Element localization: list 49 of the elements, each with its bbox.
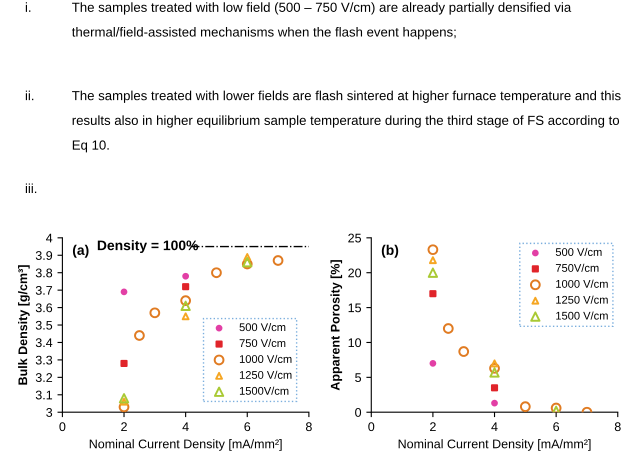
y-tick-label: 3.7 bbox=[36, 286, 52, 295]
legend-label: 500 V/cm bbox=[556, 248, 602, 256]
x-tick-label: 2 bbox=[430, 422, 436, 432]
text: The samples treated with low field (500 – 750 V/cm) are already partially densified via thermal/field-assisted mechanisms when the flash event happens; bbox=[72, 2, 572, 40]
x-tick-label: 8 bbox=[306, 422, 312, 432]
text: i. bbox=[26, 2, 30, 12]
legend-label: 1250 V/cm bbox=[556, 296, 608, 304]
y-axis-title: Apparent Porosity [%] bbox=[330, 260, 342, 390]
x-tick-label: 2 bbox=[121, 422, 127, 432]
y-tick-label: 5 bbox=[355, 373, 362, 382]
x-axis-title: Nominal Current Density [mA/mm²] bbox=[398, 439, 591, 451]
legend-label: 1250 V/cm bbox=[240, 370, 292, 379]
y-tick-label: 10 bbox=[348, 338, 362, 348]
y-tick-label: 15 bbox=[348, 304, 362, 312]
x-tick-label: 0 bbox=[368, 422, 374, 432]
y-tick-label: 3.8 bbox=[36, 268, 52, 278]
y-tick-label: 3.3 bbox=[36, 356, 52, 365]
y-tick-label: 4 bbox=[46, 234, 52, 242]
y-axis-title: Bulk Density [g/cm³] bbox=[18, 265, 30, 385]
legend-label: 750V/cm bbox=[556, 264, 598, 272]
legend-label: 750 V/cm bbox=[240, 338, 286, 348]
x-tick-label: 4 bbox=[182, 422, 189, 432]
text: The samples treated with lower fields are flash sintered at higher furnace temperature and this results also in higher equilibrium sample temperature during the third stage of FS according to Eq 10. bbox=[72, 90, 621, 152]
legend-label: 1000 V/cm bbox=[556, 280, 608, 288]
x-tick-label: 6 bbox=[553, 422, 560, 432]
legend-label: 1500V/cm bbox=[240, 386, 288, 395]
y-tick-label: 25 bbox=[348, 234, 362, 242]
y-tick-label: 3 bbox=[46, 408, 52, 417]
x-tick-label: 4 bbox=[491, 422, 498, 432]
y-tick-label: 20 bbox=[348, 268, 362, 278]
legend-label: 1000 V/cm bbox=[240, 354, 292, 363]
y-tick-label: 3.6 bbox=[36, 303, 52, 312]
y-tick-label: 3.1 bbox=[36, 390, 52, 400]
x-tick-label: 6 bbox=[244, 422, 250, 432]
text: ii. bbox=[26, 90, 34, 100]
legend-label: 1500 V/cm bbox=[556, 311, 608, 320]
y-tick-label: 3.5 bbox=[36, 320, 52, 330]
y-tick-label: 3.9 bbox=[36, 251, 52, 260]
y-tick-label: 0 bbox=[355, 408, 362, 417]
annotation: (b) bbox=[382, 244, 398, 258]
annotation: (a) bbox=[72, 244, 89, 258]
x-tick-label: 0 bbox=[59, 422, 66, 432]
legend-label: 500 V/cm bbox=[240, 322, 286, 332]
y-tick-label: 3.2 bbox=[36, 373, 52, 382]
annotation: Density = 100% bbox=[98, 240, 198, 254]
x-axis-title: Nominal Current Density [mA/mm²] bbox=[90, 439, 282, 451]
y-tick-label: 3.4 bbox=[36, 338, 52, 348]
text: iii. bbox=[26, 183, 36, 194]
x-tick-label: 8 bbox=[614, 422, 621, 432]
